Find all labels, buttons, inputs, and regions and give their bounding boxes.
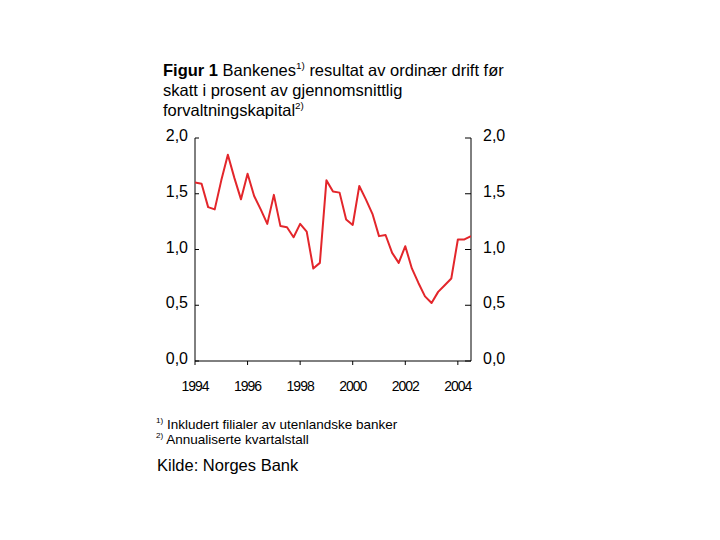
subtitle: Bankenes [223,61,296,79]
y-tick-label-right: 1,0 [483,239,505,256]
title-block: Figur 1 Bankenes1) resultat av ordinær d… [163,60,508,120]
y-tick-right [465,249,471,250]
x-tick-label: 2002 [392,378,419,394]
axes [195,138,471,365]
chart [0,0,720,540]
x-tick-label: 2004 [444,378,471,394]
note-text: Inkludert filialer av utenlandske banker [167,417,397,432]
x-tick [300,361,301,365]
y-tick-label: 1,0 [166,239,188,256]
x-tick-label: 2000 [339,378,366,394]
note-marker: 2) [156,431,163,440]
y-tick-label-right: 0,0 [483,350,505,367]
y-tick [195,361,199,362]
y-tick [195,193,199,194]
y-tick-label: 0,0 [166,350,188,367]
y-tick-right [465,361,471,362]
title: Figur 1 [163,61,218,79]
y-tick [195,305,199,306]
y-tick-label-right: 0,5 [483,294,505,311]
x-tick [405,361,406,365]
note-text: Annualiserte kvartalstall [166,432,309,447]
data-line [195,155,471,303]
y-tick-label: 2,0 [166,127,188,144]
footnote-marker: 2) [295,100,304,111]
y-tick-label-right: 1,5 [483,183,505,200]
x-tick-label: 1994 [181,378,208,394]
y-tick-label-right: 2,0 [483,127,505,144]
x-tick [195,361,196,365]
y-tick-right [465,138,471,139]
y-tick-right [465,305,471,306]
x-tick-label: 1996 [234,378,261,394]
footnote-marker: 1) [296,60,305,71]
plot-area [195,155,471,303]
source: Kilde: Norges Bank [157,456,298,474]
y-tick [195,249,199,250]
x-tick [247,361,248,365]
note-marker: 1) [156,416,163,425]
y-tick-label: 0,5 [166,294,188,311]
y-tick-label: 1,5 [166,183,188,200]
x-tick-label: 1998 [287,378,314,394]
y-tick-right [465,193,471,194]
x-tick [457,361,458,365]
x-tick [352,361,353,365]
y-tick [195,138,199,139]
x-axis-line [195,361,471,362]
